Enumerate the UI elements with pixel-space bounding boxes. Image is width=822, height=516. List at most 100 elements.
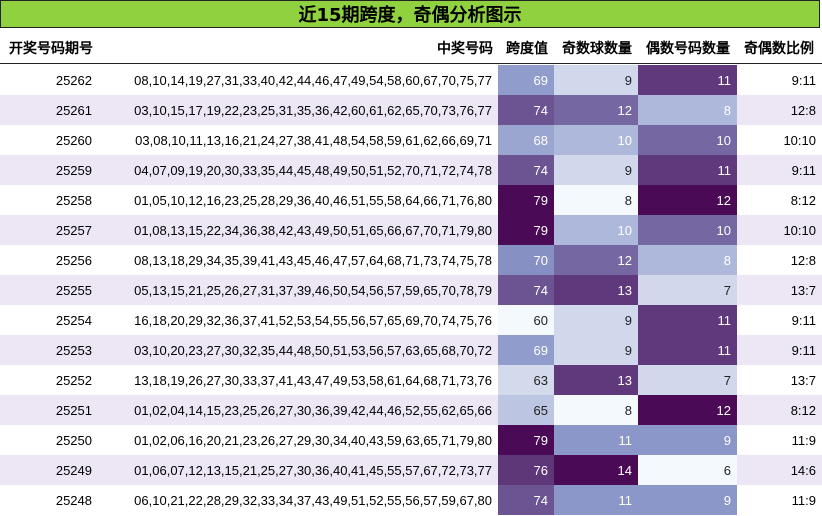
cell-even: 7	[638, 365, 737, 395]
table-row: 25259 04,07,09,19,20,30,33,35,44,45,48,49…	[0, 155, 822, 185]
table-row: 25252 13,18,19,26,27,30,33,37,41,43,47,49…	[0, 365, 822, 395]
header-span: 跨度值	[506, 41, 548, 57]
cell-odd: 8	[554, 395, 638, 425]
cell-period: 25257	[0, 215, 98, 245]
header-even: 偶数号码数量	[646, 41, 730, 57]
cell-ratio: 9:11	[791, 72, 816, 88]
table-row: 25261 03,10,15,17,19,22,23,25,31,35,36,42…	[0, 95, 822, 125]
cell-span: 63	[498, 365, 554, 395]
header-ratio: 奇偶数比例	[744, 41, 814, 57]
cell-period: 25252	[55, 372, 92, 388]
cell-odd: 9	[554, 155, 638, 185]
table-row: 25255 05,13,15,21,25,26,27,31,37,39,46,50…	[0, 275, 822, 305]
cell-ratio: 14:6	[737, 455, 822, 485]
cell-ratio: 13:7	[737, 275, 822, 305]
table-row: 25251 01,02,04,14,15,23,25,26,27,30,36,39…	[0, 395, 822, 425]
cell-period: 25258	[55, 192, 92, 208]
cell-even: 7	[638, 275, 737, 305]
cell-numbers: 08,10,14,19,27,31,33,40,42,44,46,47,49,5…	[134, 72, 492, 88]
cell-period: 25249	[0, 455, 98, 485]
cell-period: 25255	[0, 275, 98, 305]
cell-odd: 13	[554, 275, 638, 305]
cell-even: 10	[638, 125, 737, 155]
table-row: 25250 01,02,06,16,20,21,23,26,27,29,30,34…	[0, 425, 822, 455]
cell-span: 69	[498, 335, 554, 365]
cell-ratio: 9:11	[737, 335, 822, 365]
cell-numbers: 01,02,04,14,15,23,25,26,27,30,36,39,42,4…	[98, 395, 498, 425]
cell-period: 25251	[0, 395, 98, 425]
table-row: 25256 08,13,18,29,34,35,39,41,43,45,46,47…	[0, 245, 822, 275]
cell-ratio: 8:12	[790, 192, 816, 208]
cell-even: 6	[638, 455, 737, 485]
data-table: 25262 08,10,14,19,27,31,33,40,42,44,46,47…	[0, 65, 822, 515]
cell-ratio: 12:8	[737, 95, 822, 125]
cell-numbers: 01,05,10,12,16,23,25,28,29,36,40,46,51,5…	[134, 192, 492, 208]
cell-numbers: 03,10,15,17,19,22,23,25,31,35,36,42,60,6…	[98, 95, 498, 125]
cell-odd: 9	[554, 305, 638, 335]
cell-odd: 13	[554, 365, 638, 395]
cell-span: 79	[498, 185, 554, 215]
cell-numbers: 01,02,06,16,20,21,23,26,27,29,30,34,40,4…	[134, 432, 492, 448]
cell-ratio: 8:12	[737, 395, 822, 425]
cell-even: 8	[638, 245, 737, 275]
cell-span: 74	[498, 275, 554, 305]
cell-span: 79	[498, 215, 554, 245]
cell-period: 25262	[55, 72, 92, 88]
cell-ratio: 10:10	[783, 132, 816, 148]
cell-ratio: 12:8	[790, 252, 816, 268]
cell-numbers: 13,18,19,26,27,30,33,37,41,43,47,49,53,5…	[134, 372, 492, 388]
cell-span: 74	[498, 95, 554, 125]
cell-period: 25254	[55, 312, 92, 328]
table-row: 25260 03,08,10,11,13,16,21,24,27,38,41,48…	[0, 125, 822, 155]
cell-ratio: 13:7	[790, 372, 816, 388]
chart-title: 近15期跨度，奇偶分析图示	[0, 0, 820, 28]
cell-span: 70	[498, 245, 554, 275]
table-row: 25262 08,10,14,19,27,31,33,40,42,44,46,47…	[0, 65, 822, 95]
cell-ratio: 11:9	[791, 492, 816, 508]
table-row: 25254 16,18,20,29,32,36,37,41,52,53,54,55…	[0, 305, 822, 335]
header-period: 开奖号码期号	[9, 41, 93, 57]
table-body: 25262 08,10,14,19,27,31,33,40,42,44,46,47…	[0, 65, 822, 515]
cell-span: 74	[498, 485, 554, 515]
cell-span: 65	[498, 395, 554, 425]
table-row: 25253 03,10,20,23,27,30,32,35,44,48,50,51…	[0, 335, 822, 365]
cell-numbers: 03,10,20,23,27,30,32,35,44,48,50,51,53,5…	[98, 335, 498, 365]
cell-even: 12	[638, 185, 737, 215]
cell-odd: 11	[554, 425, 638, 455]
cell-odd: 10	[554, 215, 638, 245]
cell-even: 8	[638, 95, 737, 125]
cell-span: 69	[498, 65, 554, 95]
cell-odd: 12	[554, 245, 638, 275]
cell-even: 11	[638, 65, 737, 95]
cell-period: 25260	[55, 132, 92, 148]
cell-odd: 14	[554, 455, 638, 485]
cell-period: 25253	[0, 335, 98, 365]
cell-period: 25256	[55, 252, 92, 268]
header-odd: 奇数球数量	[562, 41, 632, 57]
cell-numbers: 01,08,13,15,22,34,36,38,42,43,49,50,51,6…	[98, 215, 498, 245]
cell-numbers: 08,13,18,29,34,35,39,41,43,45,46,47,57,6…	[134, 252, 492, 268]
table-header: 开奖号码期号 中奖号码 跨度值 奇数球数量 偶数号码数量 奇偶数比例	[0, 28, 822, 64]
cell-period: 25250	[55, 432, 92, 448]
cell-even: 12	[638, 395, 737, 425]
cell-even: 9	[638, 485, 737, 515]
cell-span: 76	[498, 455, 554, 485]
cell-ratio: 11:9	[791, 432, 816, 448]
cell-period: 25261	[0, 95, 98, 125]
cell-numbers: 05,13,15,21,25,26,27,31,37,39,46,50,54,5…	[98, 275, 498, 305]
cell-ratio: 9:11	[737, 155, 822, 185]
cell-span: 79	[498, 425, 554, 455]
cell-even: 11	[638, 335, 737, 365]
cell-period: 25248	[55, 492, 92, 508]
cell-span: 68	[498, 125, 554, 155]
cell-even: 10	[638, 215, 737, 245]
cell-ratio: 10:10	[737, 215, 822, 245]
table-row: 25248 06,10,21,22,28,29,32,33,34,37,43,49…	[0, 485, 822, 515]
cell-ratio: 9:11	[791, 312, 816, 328]
cell-odd: 9	[554, 65, 638, 95]
table-row: 25257 01,08,13,15,22,34,36,38,42,43,49,50…	[0, 215, 822, 245]
cell-odd: 9	[554, 335, 638, 365]
cell-odd: 12	[554, 95, 638, 125]
cell-odd: 11	[554, 485, 638, 515]
cell-odd: 10	[554, 125, 638, 155]
